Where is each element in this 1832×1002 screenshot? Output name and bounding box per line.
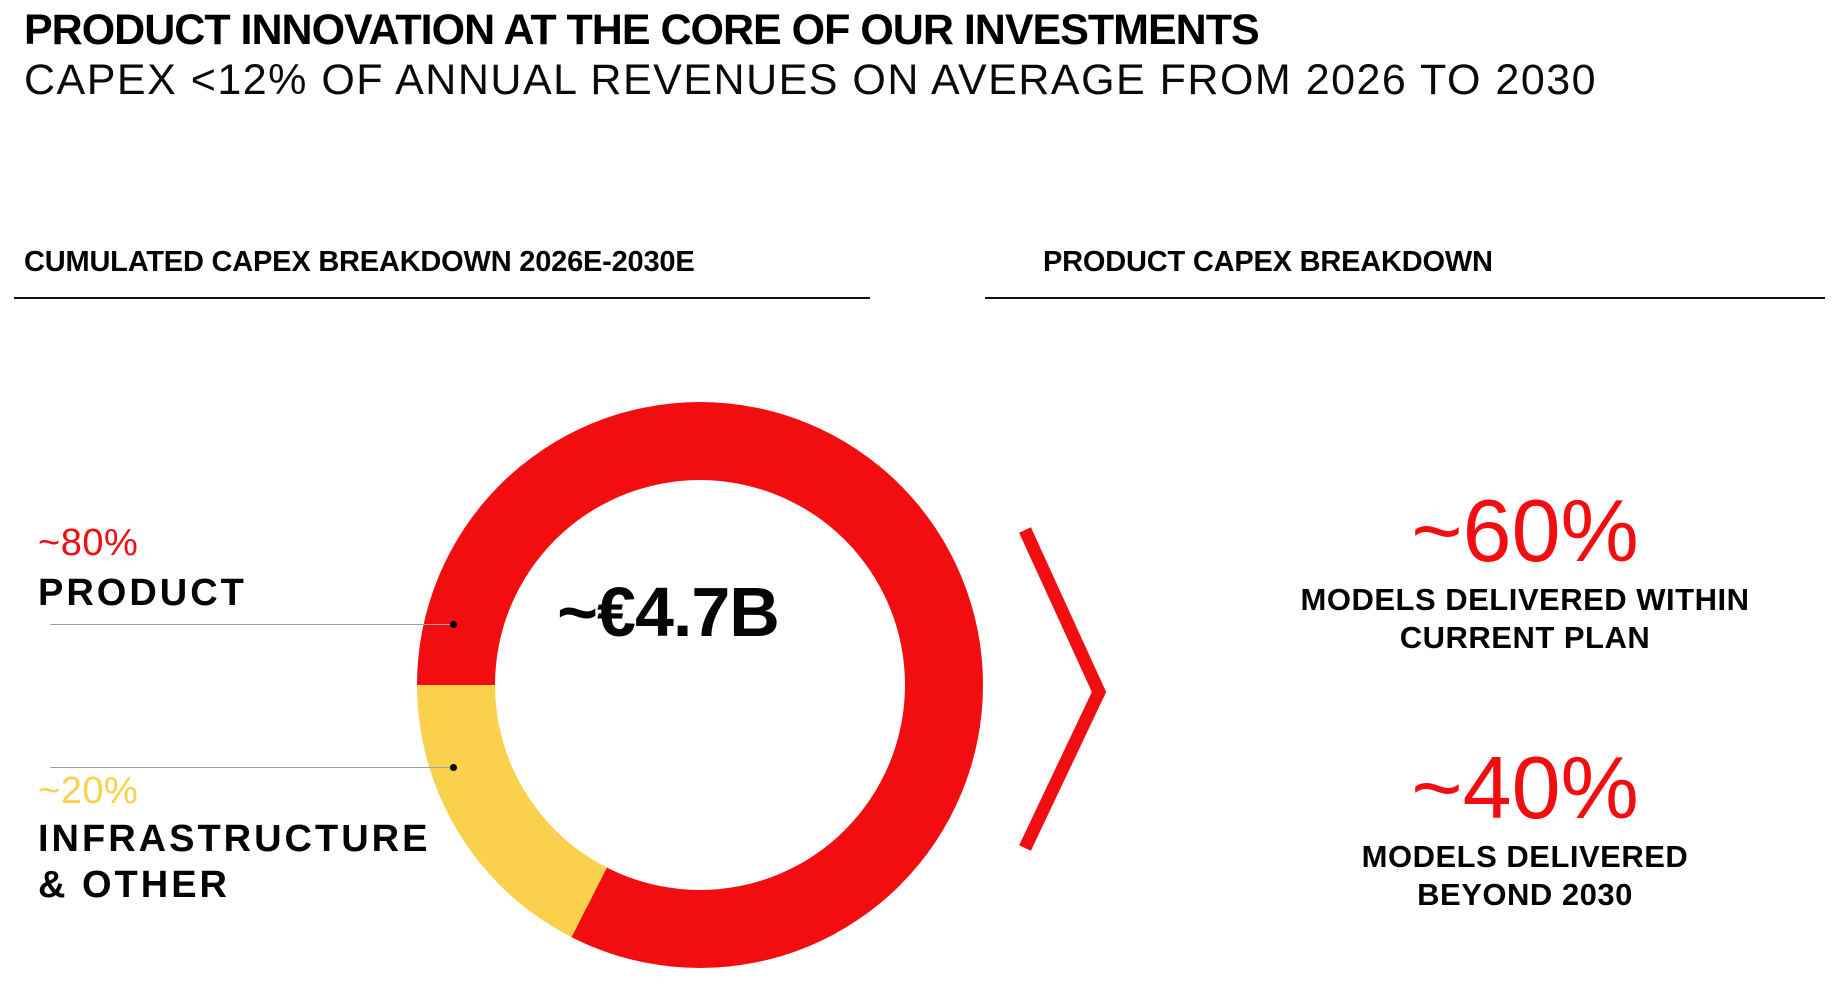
product-label: PRODUCT	[38, 572, 247, 614]
sixty-percent-value: ~60%	[1411, 481, 1639, 580]
sixty-percent-label-line1: MODELS DELIVERED WITHIN	[1300, 582, 1750, 617]
right-header-rule	[985, 297, 1825, 299]
capex-donut-chart	[417, 402, 983, 968]
leader-line-product	[50, 624, 456, 625]
donut-center-value: ~€4.7B	[557, 573, 780, 651]
right-item-40: ~40% MODELS DELIVERED BEYOND 2030	[1175, 744, 1832, 914]
left-section-header: CUMULATED CAPEX BREAKDOWN 2026E-2030E	[24, 246, 695, 278]
infrastructure-label-line2: & OTHER	[38, 864, 230, 906]
product-percent: ~80%	[38, 522, 139, 564]
right-item-60: ~60% MODELS DELIVERED WITHIN CURRENT PLA…	[1175, 487, 1832, 657]
leader-dot-infrastructure	[450, 764, 457, 771]
forty-percent-label-line2: BEYOND 2030	[1417, 877, 1633, 912]
leader-dot-product	[450, 621, 457, 628]
page-title: PRODUCT INNOVATION AT THE CORE OF OUR IN…	[24, 6, 1260, 54]
forty-percent-label-line1: MODELS DELIVERED	[1361, 839, 1689, 874]
segment-label-product: ~80% PRODUCT	[38, 524, 247, 616]
infrastructure-label-line1: INFRASTRUCTURE	[38, 818, 431, 860]
sixty-percent-label-line2: CURRENT PLAN	[1399, 620, 1651, 655]
forty-percent-value: ~40%	[1411, 738, 1639, 837]
right-section-header: PRODUCT CAPEX BREAKDOWN	[1043, 246, 1493, 278]
donut-hole	[495, 480, 905, 890]
infrastructure-percent: ~20%	[38, 770, 139, 812]
chevron-right-icon	[1019, 527, 1107, 851]
left-header-rule	[14, 297, 870, 299]
page-subtitle: CAPEX <12% OF ANNUAL REVENUES ON AVERAGE…	[24, 56, 1598, 104]
segment-label-infrastructure: ~20% INFRASTRUCTURE & OTHER	[38, 772, 430, 908]
leader-line-infrastructure	[50, 767, 456, 768]
